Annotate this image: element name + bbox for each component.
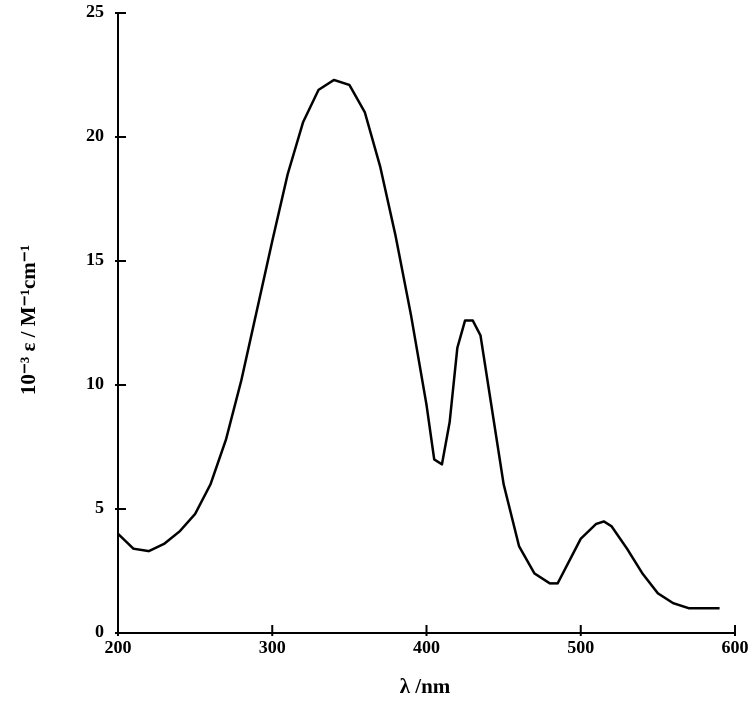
x-tick-label: 300 bbox=[259, 637, 286, 657]
y-tick-label: 20 bbox=[86, 125, 104, 145]
x-tick-label: 500 bbox=[567, 637, 594, 657]
y-tick-label: 10 bbox=[86, 373, 104, 393]
x-tick-label: 400 bbox=[413, 637, 440, 657]
y-tick-label: 15 bbox=[86, 249, 104, 269]
x-axis-label: λ /nm bbox=[400, 674, 451, 698]
spectrum-line bbox=[117, 78, 720, 610]
y-tick-label: 5 bbox=[95, 497, 104, 517]
y-tick-label: 0 bbox=[95, 621, 104, 641]
y-axis-label: 10⁻³ ε / M⁻¹cm⁻¹ bbox=[16, 245, 40, 395]
x-tick-label: 200 bbox=[105, 637, 132, 657]
x-tick-label: 600 bbox=[722, 637, 749, 657]
y-tick-label: 25 bbox=[86, 1, 104, 21]
